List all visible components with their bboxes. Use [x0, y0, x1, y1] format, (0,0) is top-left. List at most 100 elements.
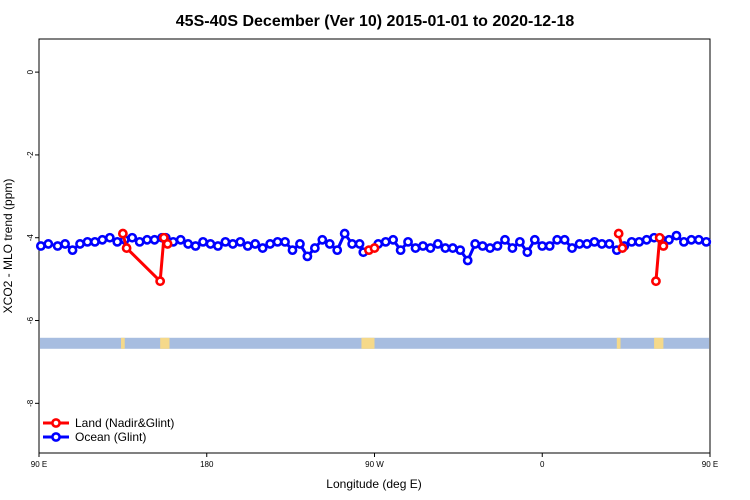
ocean-point	[455, 245, 466, 256]
ocean-point	[52, 241, 63, 251]
y-tick-label: -6	[26, 316, 35, 324]
ocean-point	[317, 234, 328, 245]
ocean-point	[567, 243, 577, 253]
land-patch-3	[616, 337, 621, 349]
ocean-point	[60, 239, 70, 249]
ocean-point	[589, 236, 600, 247]
ocean-point	[43, 239, 54, 249]
ocean-point	[507, 243, 518, 253]
ocean-point	[693, 234, 704, 245]
x-axis: 90 E 180 90 W 0 90 E	[31, 453, 718, 469]
ocean-point	[67, 245, 78, 256]
land-point	[121, 243, 132, 253]
ocean-point	[470, 239, 481, 249]
ocean-point	[492, 241, 503, 251]
ocean-point	[257, 243, 268, 253]
x-tick-label: 90 E	[702, 460, 718, 469]
ocean-point	[82, 236, 93, 247]
land-patch-0	[121, 337, 125, 349]
land-point	[613, 228, 624, 239]
series-layer	[35, 228, 712, 287]
ocean-point	[664, 234, 674, 245]
ocean-point	[634, 236, 645, 247]
land-patch-4	[654, 337, 664, 349]
ocean-point	[190, 241, 201, 251]
x-tick-label: 180	[200, 460, 214, 469]
ocean-point	[544, 241, 555, 251]
y-tick-label: -2	[26, 151, 35, 159]
ocean-point	[671, 230, 682, 241]
land-patch-2	[361, 337, 375, 349]
ocean-point	[395, 245, 406, 256]
ocean-point	[302, 251, 313, 262]
ocean-point	[686, 234, 697, 245]
ocean-point	[596, 239, 607, 249]
ocean-point	[347, 239, 358, 249]
land-patch-1	[160, 337, 170, 349]
y-tick-label: 0	[26, 69, 35, 74]
ocean-point	[97, 234, 108, 245]
ocean-point	[332, 245, 343, 256]
ocean-point	[500, 234, 510, 245]
ocean-point	[75, 239, 85, 249]
y-axis-label: XCO2 - MLO trend (ppm)	[1, 179, 15, 314]
ocean-point	[227, 239, 238, 249]
land-band	[40, 337, 709, 349]
ocean-point	[410, 243, 421, 253]
ocean-point	[324, 239, 335, 249]
legend: Land (Nadir&Glint)Ocean (Glint)	[43, 416, 174, 444]
land-point	[369, 243, 380, 253]
legend-entry: Ocean (Glint)	[75, 430, 146, 444]
x-tick-label: 90 E	[31, 460, 47, 469]
ocean-point	[537, 241, 548, 251]
x-axis-label: Longitude (deg E)	[326, 477, 421, 491]
ocean-point	[380, 236, 391, 247]
y-axis: 0 -2 -4 -6 -8	[26, 69, 39, 407]
ocean-point	[626, 236, 637, 247]
ocean-point	[183, 239, 194, 249]
ocean-point	[559, 234, 570, 245]
ocean-point	[462, 255, 473, 266]
ocean-point	[403, 236, 413, 247]
ocean-point	[242, 241, 253, 251]
ocean-point	[90, 236, 100, 247]
ocean-point	[354, 239, 365, 249]
ocean-point	[295, 239, 305, 249]
ocean-point	[205, 239, 216, 249]
ocean-point	[250, 239, 261, 249]
ocean-point	[701, 236, 712, 247]
legend-entry: Land (Nadir&Glint)	[75, 416, 174, 430]
ocean-point	[425, 243, 436, 253]
ocean-point	[198, 236, 208, 247]
ocean-point	[235, 236, 246, 247]
land-point	[117, 228, 128, 239]
legend-marker	[51, 418, 61, 428]
land-point	[658, 241, 669, 251]
ocean-point	[287, 245, 298, 256]
ocean-point	[220, 236, 231, 247]
x-tick-label: 90 W	[365, 460, 384, 469]
ocean-point	[127, 232, 138, 243]
land-point	[651, 276, 661, 287]
ocean-point	[604, 239, 615, 249]
ocean-point	[213, 241, 223, 251]
ocean-point	[552, 234, 563, 245]
ocean-point	[485, 243, 495, 253]
ocean-point	[574, 239, 585, 249]
ocean-point	[418, 241, 428, 251]
ocean-point	[529, 234, 540, 245]
ocean-point	[134, 236, 145, 247]
ocean-point	[142, 234, 153, 245]
land-point	[617, 243, 628, 253]
ocean-point	[104, 232, 115, 243]
x-tick-label: 0	[540, 460, 545, 469]
land-point	[162, 239, 173, 249]
chart-title: 45S-40S December (Ver 10) 2015-01-01 to …	[176, 13, 575, 30]
ocean-point	[679, 236, 689, 247]
ocean-point	[265, 239, 276, 249]
ocean-point	[280, 236, 290, 247]
land-point	[654, 232, 665, 243]
ocean-point	[309, 243, 320, 253]
ocean-point	[35, 241, 46, 251]
